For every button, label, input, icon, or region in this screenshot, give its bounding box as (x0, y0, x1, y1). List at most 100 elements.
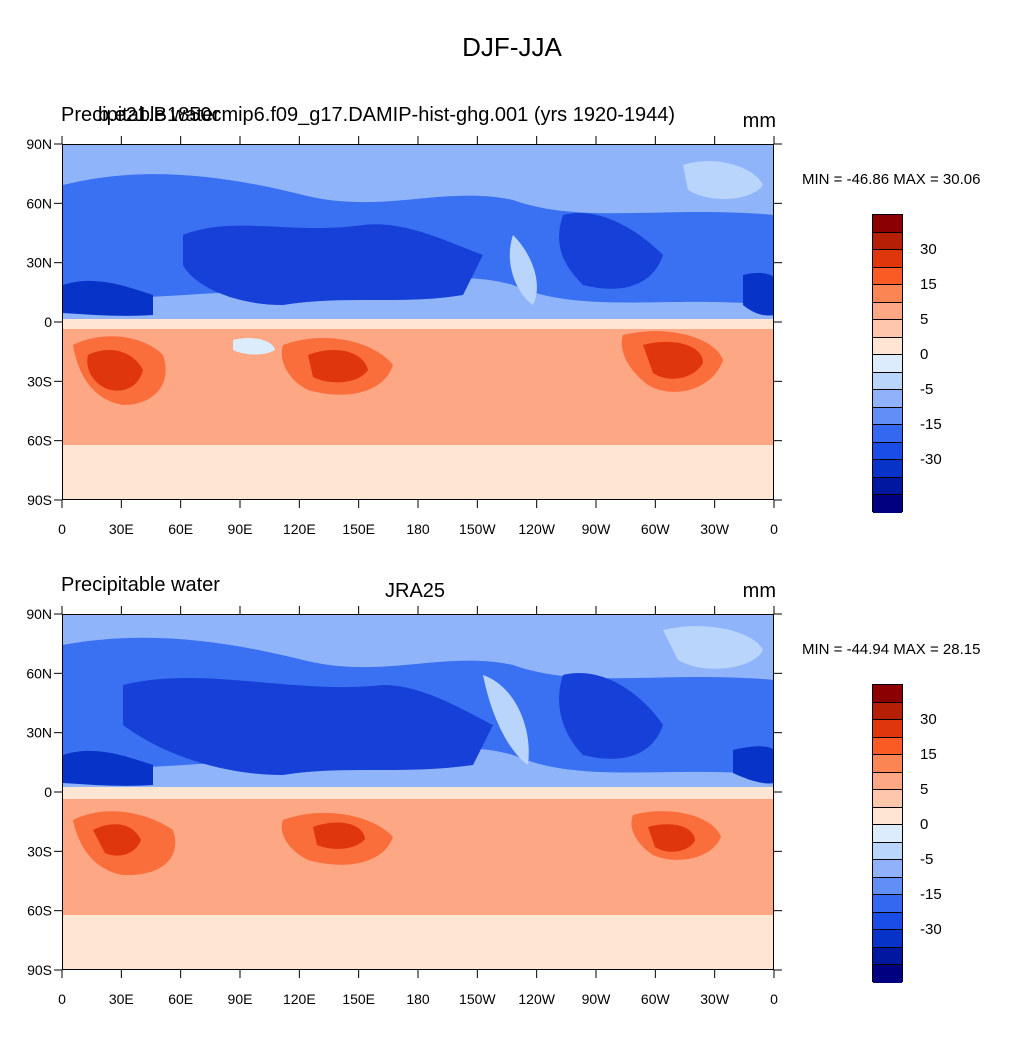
contour-field (63, 615, 773, 969)
colorbar-swatch (873, 407, 902, 425)
colorbar-swatch (873, 460, 902, 478)
lon-tick-label: 150W (459, 991, 496, 1007)
colorbar-swatch (873, 442, 902, 460)
panel-unit-label: mm (742, 110, 776, 132)
colorbar-swatch (873, 215, 902, 233)
lon-tick-label: 180 (406, 991, 430, 1007)
lon-tick-label: 90W (582, 991, 612, 1007)
colorbar-swatch (873, 842, 902, 860)
lon-tick-label: 0 (58, 991, 66, 1007)
colorbar-swatch (873, 355, 902, 373)
colorbar-swatch (873, 702, 902, 720)
lon-tick-label: 120E (283, 991, 316, 1007)
colorbar (872, 684, 903, 983)
colorbar-swatch (873, 267, 902, 285)
colorbar-swatch (873, 720, 902, 738)
contour-field (63, 145, 773, 499)
colorbar-label: -30 (920, 921, 942, 938)
lat-tick-label: 90S (27, 492, 52, 508)
panel-minmax-label: MIN = -44.94 MAX = 28.15 (802, 641, 981, 658)
colorbar-swatch (873, 685, 902, 703)
colorbar-swatch (873, 790, 902, 808)
lon-tick-label: 60W (641, 521, 671, 537)
lon-tick-label: 0 (770, 521, 778, 537)
lat-tick-label: 30N (26, 255, 52, 271)
lon-tick-label: 0 (58, 521, 66, 537)
map-panel-model: Precipitable water b.e21.B1850cmip6.f09_… (0, 100, 1024, 570)
colorbar-swatch (873, 337, 902, 355)
colorbar-swatch (873, 947, 902, 965)
colorbar-swatch (873, 930, 902, 948)
colorbar-swatch (873, 877, 902, 895)
lon-tick-label: 90E (228, 521, 253, 537)
colorbar-label: 5 (920, 311, 929, 328)
colorbar-swatch (873, 372, 902, 390)
lat-tick-label: 90N (26, 136, 52, 152)
lat-tick-label: 60S (27, 433, 52, 449)
lat-tick-label: 0 (44, 784, 52, 800)
lon-tick-label: 180 (406, 521, 430, 537)
colorbar-swatch (873, 232, 902, 250)
lon-tick-label: 30E (109, 991, 134, 1007)
panel-variable-label: Precipitable water (61, 574, 220, 596)
colorbar-swatch (873, 390, 902, 408)
lat-tick-label: 60S (27, 903, 52, 919)
colorbar-label: 5 (920, 781, 929, 798)
lon-tick-label: 120W (518, 521, 555, 537)
colorbar-swatch (873, 755, 902, 773)
colorbar-swatch (873, 737, 902, 755)
colorbar-label: 30 (920, 711, 937, 728)
lat-tick-label: 0 (44, 314, 52, 330)
lon-tick-label: 30W (700, 521, 730, 537)
colorbar-swatch (873, 807, 902, 825)
lon-tick-label: 90E (228, 991, 253, 1007)
lat-tick-label: 30S (27, 843, 52, 859)
colorbar-label: 15 (920, 746, 937, 763)
lat-tick-label: 90S (27, 962, 52, 978)
panel-minmax-label: MIN = -46.86 MAX = 30.06 (802, 171, 981, 188)
colorbar-label: 30 (920, 241, 937, 258)
lon-tick-label: 150E (342, 991, 375, 1007)
colorbar-label: 0 (920, 346, 929, 363)
colorbar-label: -15 (920, 416, 942, 433)
colorbar-label: -5 (920, 381, 934, 398)
colorbar-swatch (873, 495, 902, 513)
map-panel-reference: Precipitable water JRA25 mm MIN = -44.94… (0, 570, 1024, 1040)
map-axes: 90N 60N 30N 0 30S 60S 90S 0 30E 60E 90E 120E 150E 180… (26, 136, 782, 537)
panel-variable-label: Precipitable water (61, 104, 220, 126)
lon-tick-label: 150W (459, 521, 496, 537)
colorbar (872, 214, 903, 513)
lat-tick-label: 60N (26, 665, 52, 681)
panel-unit-label: mm (742, 580, 776, 602)
panel-case-label: b.e21.B1850cmip6.f09_g17.DAMIP-hist-ghg.… (98, 104, 676, 126)
colorbar-swatch (873, 860, 902, 878)
colorbar-label: 15 (920, 276, 937, 293)
lon-tick-label: 30E (109, 521, 134, 537)
lon-tick-label: 150E (342, 521, 375, 537)
colorbar-label: -5 (920, 851, 934, 868)
colorbar-label: 0 (920, 816, 929, 833)
colorbar-swatch (873, 825, 902, 843)
map-axes: 90N 60N 30N 0 30S 60S 90S 0 30E 60E 90E 120E 150E 180… (26, 606, 782, 1007)
lat-tick-label: 60N (26, 195, 52, 211)
panel-case-label: JRA25 (385, 580, 446, 602)
map-plot-area (62, 144, 774, 500)
lon-tick-label: 120E (283, 521, 316, 537)
colorbar-swatch (873, 965, 902, 983)
lon-tick-label: 60E (168, 991, 193, 1007)
colorbar-swatch (873, 302, 902, 320)
colorbar-swatch (873, 285, 902, 303)
figure-title: DJF-JJA (462, 32, 562, 62)
colorbar-label: -15 (920, 886, 942, 903)
lat-tick-label: 30S (27, 373, 52, 389)
colorbar-swatch (873, 425, 902, 443)
colorbar-swatch (873, 250, 902, 268)
colorbar-swatch (873, 912, 902, 930)
map-plot-area (62, 614, 774, 970)
colorbar-swatch (873, 477, 902, 495)
lon-tick-label: 90W (582, 521, 612, 537)
lon-tick-label: 120W (518, 991, 555, 1007)
lon-tick-label: 0 (770, 991, 778, 1007)
colorbar-label: -30 (920, 451, 942, 468)
lat-tick-label: 30N (26, 725, 52, 741)
